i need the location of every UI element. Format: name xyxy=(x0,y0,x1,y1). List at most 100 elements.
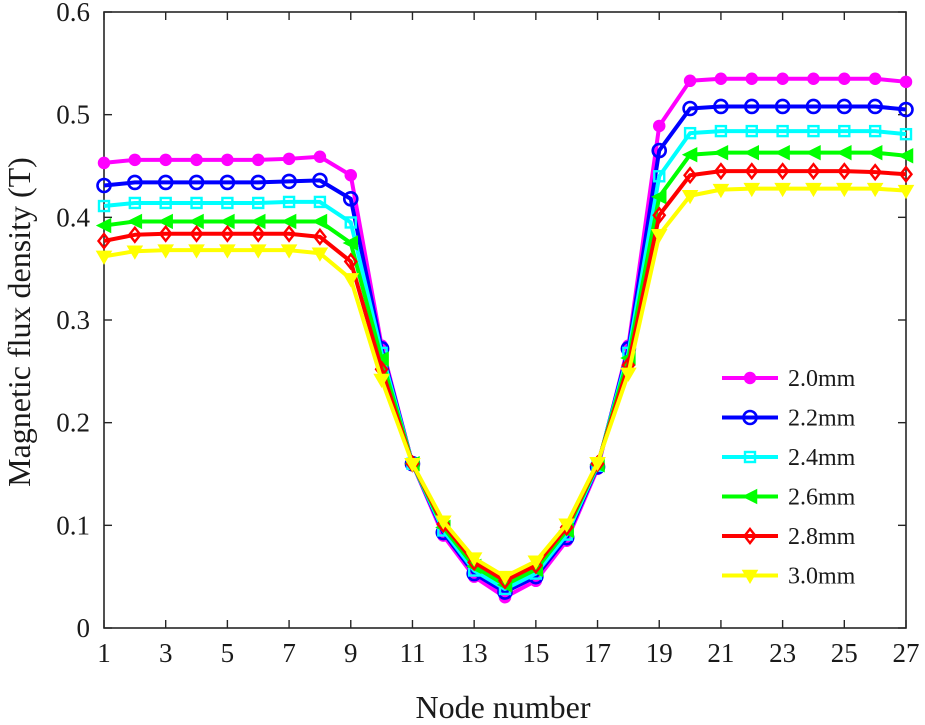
data-point xyxy=(807,72,820,85)
data-point xyxy=(126,245,144,260)
data-point xyxy=(745,124,758,138)
data-point xyxy=(897,184,915,200)
data-point xyxy=(712,144,729,161)
data-point xyxy=(774,182,791,198)
data-point xyxy=(806,162,821,181)
legend-label: 3.0mm xyxy=(788,564,856,590)
x-tick-label: 27 xyxy=(893,638,920,668)
data-point xyxy=(868,124,882,138)
y-tick-label: 0.1 xyxy=(56,510,90,540)
x-tick-label: 5 xyxy=(221,638,235,668)
data-point xyxy=(807,124,820,138)
data-point xyxy=(805,98,822,115)
data-point xyxy=(282,152,296,166)
legend-marker xyxy=(743,371,757,385)
data-point xyxy=(898,101,914,118)
legend: 2.0mm 2.2mm 2.4mm 2.6mm 2.8mm 3.0mm xyxy=(722,366,856,590)
axes: 1 3 5 7 9 11 13 15 17 19 21 23 25 2700.10.20.30.40.50… xyxy=(56,0,919,668)
data-point xyxy=(250,213,266,230)
x-tick-label: 25 xyxy=(831,638,858,668)
data-point xyxy=(190,153,203,167)
data-point xyxy=(342,235,359,251)
data-point xyxy=(683,74,697,88)
y-tick-label: 0.5 xyxy=(56,100,90,130)
data-point xyxy=(250,174,267,191)
data-point xyxy=(866,144,883,161)
data-point xyxy=(96,232,112,250)
data-point xyxy=(776,72,789,85)
data-point xyxy=(712,183,730,199)
data-point xyxy=(774,144,790,161)
x-tick-label: 21 xyxy=(707,638,734,668)
data-point xyxy=(683,126,697,140)
data-point xyxy=(373,373,390,389)
data-point xyxy=(220,224,235,243)
data-point xyxy=(713,162,728,181)
data-point xyxy=(897,148,914,164)
data-point xyxy=(714,72,728,85)
series-line xyxy=(103,129,907,591)
data-point xyxy=(681,146,698,163)
plot-frame xyxy=(103,11,907,629)
data-point xyxy=(745,72,759,85)
legend-marker xyxy=(741,569,759,584)
data-point xyxy=(95,250,113,265)
series-line xyxy=(103,150,907,587)
data-point xyxy=(713,98,729,115)
legend-label: 2.2mm xyxy=(788,406,856,432)
y-tick-label: 0.2 xyxy=(56,408,90,438)
x-tick-label: 3 xyxy=(159,638,173,668)
y-axis-title: Magnetic flux density (T) xyxy=(1,157,37,487)
data-point xyxy=(344,216,357,229)
data-point xyxy=(97,156,111,170)
data-point xyxy=(251,224,266,243)
x-tick-label: 1 xyxy=(97,638,111,668)
data-point xyxy=(714,124,728,138)
legend-item: 2.2mm xyxy=(722,406,856,432)
data-point xyxy=(496,570,514,586)
data-point xyxy=(188,174,205,191)
data-point xyxy=(868,72,882,85)
data-point xyxy=(312,227,327,246)
data-point xyxy=(282,195,296,209)
data-point xyxy=(465,552,483,567)
data-point xyxy=(743,144,760,161)
x-tick-label: 23 xyxy=(769,638,796,668)
data-point xyxy=(313,195,327,209)
x-tick-label: 15 xyxy=(522,638,549,668)
series-layer xyxy=(95,72,915,604)
data-point xyxy=(558,518,575,533)
legend-marker xyxy=(741,488,758,505)
data-point xyxy=(836,98,853,115)
legend-item: 2.8mm xyxy=(722,524,856,550)
legend-marker xyxy=(743,450,757,464)
data-point xyxy=(313,150,327,164)
data-point xyxy=(157,174,174,191)
data-point xyxy=(836,144,852,161)
x-tick-label: 7 xyxy=(282,638,296,668)
data-point xyxy=(251,153,265,167)
data-point xyxy=(188,213,204,230)
legend-label: 2.4mm xyxy=(788,445,856,471)
data-point xyxy=(838,72,851,85)
data-point xyxy=(867,98,883,115)
x-tick-label: 11 xyxy=(399,638,425,668)
data-point xyxy=(158,224,173,243)
data-point xyxy=(252,196,265,210)
legend-item: 3.0mm xyxy=(722,564,856,590)
data-point xyxy=(682,100,698,117)
data-point xyxy=(157,213,173,230)
data-point xyxy=(837,162,852,181)
data-point xyxy=(620,367,637,382)
legend-marker xyxy=(742,527,758,545)
data-point xyxy=(898,165,914,184)
data-point xyxy=(280,244,298,259)
data-point xyxy=(188,244,205,259)
data-point xyxy=(744,162,759,181)
data-point xyxy=(312,172,328,189)
data-point xyxy=(189,224,204,243)
data-point xyxy=(219,174,236,191)
data-point xyxy=(776,124,789,138)
data-point xyxy=(96,177,112,194)
